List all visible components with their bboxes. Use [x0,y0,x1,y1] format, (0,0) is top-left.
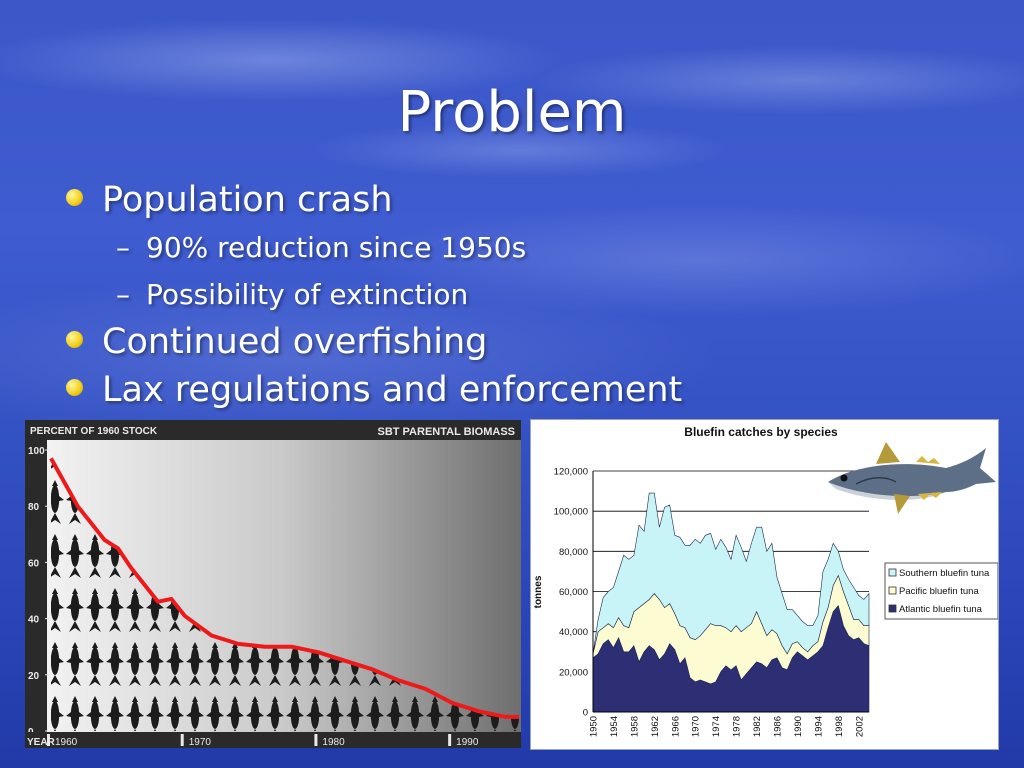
x-tick-label: 1998 [834,716,845,737]
y-axis-bar [25,440,47,732]
legend-label-atlantic: Atlantic bluefin tuna [899,604,983,615]
x-tick-label: 1994 [813,716,824,737]
y-tick-label: 20 [28,671,40,682]
x-tick-label: 1970 [691,716,702,737]
y-tick-label: 40 [28,615,40,626]
bullet-overfishing: Continued overfishing [60,318,682,366]
x-axis-bar [25,732,521,748]
legend-label-southern: Southern bluefin tuna [899,568,990,579]
legend-swatch-atlantic [888,604,897,613]
y-tick-label: 60 [28,558,40,569]
y-tick-label: 100 [28,446,45,457]
bullet-text: Lax regulations and enforcement [102,370,683,410]
x-ticks: 1960 1970 1980 1990 [47,734,479,748]
x-tick-mark [314,734,318,746]
x-tick-label: 1990 [793,716,804,737]
y-tick-label: 120,000 [554,467,588,478]
legend-label-pacific: Pacific bluefin tuna [899,586,979,597]
sub-bullet-extinction: – Possibility of extinction [60,271,682,318]
x-tick-label: 1954 [609,716,620,737]
y-tick-label: 80 [28,502,40,513]
x-tick-label: 1958 [629,716,640,737]
y-axis-title: tonnes [533,575,544,608]
x-tick-label: 1966 [670,716,681,737]
bluefin-catches-chart: Bluefin catches by species tonnes 0 20,00… [530,419,999,750]
bullet-text: Population crash [102,180,393,220]
x-tick-label: 1986 [773,716,784,737]
bluefin-catches-svg: Bluefin catches by species tonnes 0 20,00… [531,420,999,749]
dash-icon: – [116,278,130,311]
bullet-text: Continued overfishing [102,322,488,362]
chart-title: SBT PARENTAL BIOMASS [377,426,515,438]
x-tick-label: 1950 [589,716,600,737]
legend-box [884,562,999,620]
bullet-dot-icon [66,331,83,348]
sbt-biomass-svg: PERCENT OF 1960 STOCK SBT PARENTAL BIOMA… [25,420,521,748]
y-tick-label: 60,000 [559,587,588,598]
legend-swatch-southern [888,568,897,577]
legend: Southern bluefin tuna Pacific bluefin tu… [884,562,999,620]
x-tick-label: 1990 [456,737,479,748]
bullet-regulations: Lax regulations and enforcement [60,366,682,414]
tuna-fish-icon [828,442,996,514]
x-tick-label: 1978 [732,716,743,737]
sub-bullet-text: Possibility of extinction [146,278,469,311]
biomass-line [49,457,519,719]
x-tick-label: 1960 [55,737,78,748]
y-tick-label: 40,000 [559,627,588,638]
x-tick-label: 1962 [650,716,661,737]
slide-title: Problem [397,80,627,145]
y-tick-label: 0 [583,708,588,719]
x-tick-label: 1970 [189,737,212,748]
legend-swatch-pacific [888,586,897,595]
y-axis-title: PERCENT OF 1960 STOCK [30,426,158,437]
x-tick-mark [47,734,50,746]
chart-title: Bluefin catches by species [684,425,838,439]
sub-bullet-reduction: – 90% reduction since 1950s [60,224,682,271]
y-tick-label: 80,000 [559,547,588,558]
x-tick-label: 1982 [752,716,763,737]
southern-area [592,492,870,655]
x-tick-mark [180,734,184,746]
bullet-dot-icon [66,379,83,396]
x-axis-title: YEAR [27,737,56,748]
y-ticks: 0 20,000 40,000 60,000 80,000 100,000 120,000 [554,467,588,719]
x-tick-label: 1980 [322,737,345,748]
x-tick-label: 1974 [711,716,722,737]
y-tick-label: 20,000 [559,667,588,678]
dash-icon: – [116,231,130,264]
x-tick-mark [448,734,452,746]
x-tick-label: 2002 [854,716,865,737]
y-tick-label: 100,000 [554,507,588,518]
bullet-list: Population crash – 90% reduction since 1… [60,176,682,414]
x-ticks: 1950 1954 1958 1962 1966 1970 1974 1978 1982 1986… [589,716,866,737]
sub-bullet-text: 90% reduction since 1950s [146,231,527,264]
top-header-bar [25,420,521,440]
bullet-population-crash: Population crash [60,176,682,224]
sbt-biomass-chart: PERCENT OF 1960 STOCK SBT PARENTAL BIOMA… [25,420,521,748]
bullet-dot-icon [66,189,83,206]
